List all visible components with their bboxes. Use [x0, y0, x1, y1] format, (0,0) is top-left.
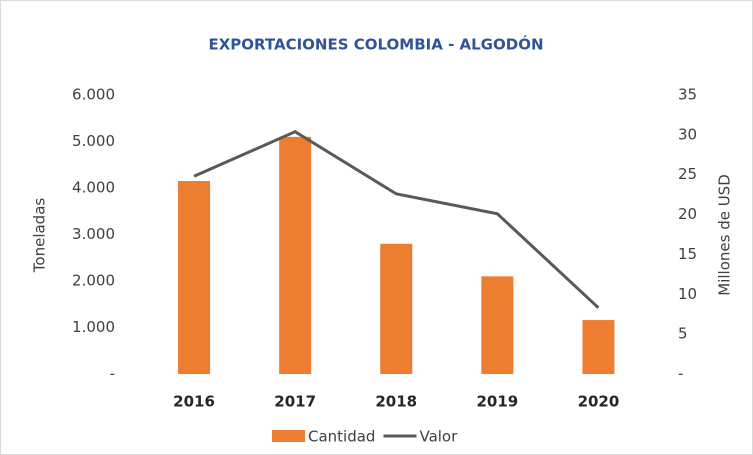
bar	[279, 136, 312, 374]
legend-swatch	[272, 430, 305, 442]
y-tick-label: 5.000	[72, 132, 115, 150]
y-axis-label: Toneladas	[31, 198, 49, 274]
y2-tick-label: -	[678, 365, 683, 383]
bar	[481, 276, 514, 374]
x-tick-label: 2016	[173, 393, 215, 411]
y2-tick-label: 5	[678, 325, 688, 343]
chart-title: EXPORTACIONES COLOMBIA - ALGODÓN	[208, 35, 543, 54]
y2-tick-label: 10	[678, 285, 697, 303]
y-tick-label: 6.000	[72, 86, 115, 104]
line	[193, 129, 600, 309]
y2-tick-label: 30	[678, 125, 697, 143]
y2-axis-label: Millones de USD	[716, 174, 734, 296]
x-tick-label: 2019	[476, 393, 518, 411]
x-tick-label: 2020	[578, 393, 620, 411]
y2-tick-label: 35	[678, 86, 697, 104]
y2-tick-label: 25	[678, 165, 697, 183]
y-tick-label: 2.000	[72, 272, 115, 290]
legend-label: Cantidad	[308, 428, 375, 446]
y-tick-label: 4.000	[72, 179, 115, 197]
bar	[178, 181, 211, 374]
legend-label: Valor	[419, 428, 458, 446]
x-tick-label: 2017	[274, 393, 316, 411]
y2-tick-label: 15	[678, 245, 697, 263]
bar	[582, 320, 615, 374]
y-tick-label: 1.000	[72, 318, 115, 336]
y-tick-label: 3.000	[72, 225, 115, 243]
x-tick-label: 2018	[375, 393, 417, 411]
y-tick-label: -	[110, 365, 115, 383]
bar	[380, 243, 413, 374]
y2-tick-label: 20	[678, 205, 697, 223]
